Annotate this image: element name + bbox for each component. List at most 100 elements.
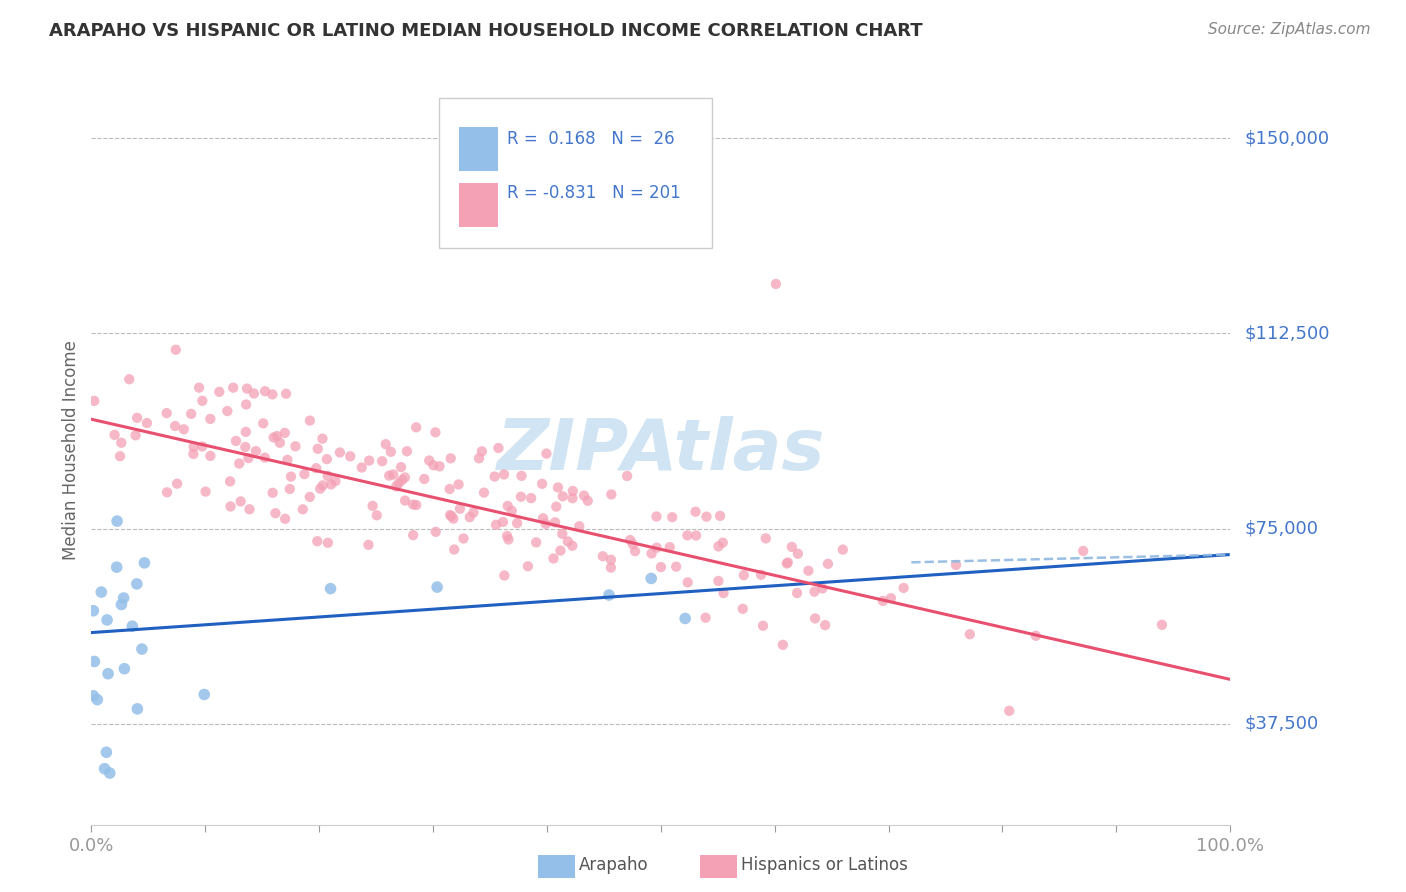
Text: Hispanics or Latinos: Hispanics or Latinos bbox=[741, 856, 908, 874]
Point bbox=[127, 410, 149, 425]
Point bbox=[394, 470, 416, 484]
Point bbox=[624, 544, 647, 558]
Point bbox=[640, 547, 662, 561]
Point bbox=[439, 482, 461, 496]
Point bbox=[173, 422, 195, 436]
Point bbox=[188, 381, 211, 395]
Point bbox=[121, 619, 143, 633]
Text: Source: ZipAtlas.com: Source: ZipAtlas.com bbox=[1208, 22, 1371, 37]
Point bbox=[561, 539, 583, 553]
Point bbox=[98, 766, 121, 780]
Point bbox=[262, 485, 284, 500]
Text: R = -0.831   N = 201: R = -0.831 N = 201 bbox=[508, 184, 681, 202]
Point bbox=[447, 477, 470, 491]
Point bbox=[245, 444, 267, 458]
Point bbox=[291, 502, 314, 516]
Point bbox=[814, 618, 837, 632]
Point bbox=[292, 467, 315, 481]
Point bbox=[405, 498, 427, 512]
Point bbox=[817, 557, 839, 571]
Y-axis label: Median Household Income: Median Household Income bbox=[62, 341, 80, 560]
Point bbox=[551, 526, 574, 541]
Point bbox=[695, 509, 717, 524]
Point bbox=[394, 493, 416, 508]
Point bbox=[547, 480, 569, 494]
Text: $75,000: $75,000 bbox=[1244, 519, 1319, 538]
Point bbox=[82, 604, 104, 618]
Point bbox=[238, 502, 260, 516]
Point bbox=[316, 535, 339, 549]
Point bbox=[599, 560, 621, 574]
Point bbox=[749, 567, 772, 582]
Point bbox=[183, 440, 205, 454]
Point bbox=[402, 528, 425, 542]
Point bbox=[492, 515, 515, 529]
Point bbox=[440, 509, 463, 524]
Point bbox=[797, 564, 820, 578]
Point bbox=[658, 540, 681, 554]
Point bbox=[661, 510, 683, 524]
Point bbox=[276, 452, 298, 467]
Point bbox=[439, 508, 461, 522]
Point bbox=[425, 524, 447, 539]
Point bbox=[501, 504, 523, 518]
Point bbox=[551, 489, 574, 503]
Point bbox=[707, 540, 730, 554]
Point bbox=[395, 444, 418, 458]
Point bbox=[945, 558, 967, 572]
Point bbox=[440, 451, 463, 466]
Point bbox=[83, 655, 105, 669]
Point bbox=[127, 702, 149, 716]
Point bbox=[83, 393, 105, 408]
Point bbox=[262, 387, 284, 401]
Point bbox=[731, 602, 754, 616]
Point bbox=[329, 445, 352, 459]
Point bbox=[233, 440, 256, 454]
Point bbox=[600, 553, 623, 567]
Point bbox=[156, 485, 179, 500]
Point bbox=[402, 498, 425, 512]
Point bbox=[422, 458, 444, 473]
Point bbox=[194, 484, 217, 499]
Point bbox=[468, 451, 491, 466]
Point bbox=[269, 435, 291, 450]
Point bbox=[755, 532, 778, 546]
Point bbox=[426, 580, 449, 594]
Point bbox=[516, 559, 538, 574]
Point bbox=[309, 482, 332, 496]
Point bbox=[253, 450, 276, 465]
Point bbox=[676, 575, 699, 590]
Point bbox=[385, 479, 408, 493]
Point bbox=[312, 478, 335, 492]
Point bbox=[236, 382, 259, 396]
Point bbox=[685, 505, 707, 519]
Point bbox=[105, 514, 128, 528]
Point bbox=[472, 485, 495, 500]
Point bbox=[90, 585, 112, 599]
Point bbox=[339, 450, 361, 464]
Point bbox=[429, 459, 451, 474]
FancyBboxPatch shape bbox=[460, 127, 498, 171]
Point bbox=[264, 506, 287, 520]
Point bbox=[191, 440, 214, 454]
Point bbox=[804, 611, 827, 625]
Point bbox=[193, 688, 215, 702]
Point bbox=[183, 447, 205, 461]
Point bbox=[650, 560, 672, 574]
Point bbox=[278, 482, 301, 496]
Point bbox=[93, 762, 115, 776]
Point bbox=[557, 534, 579, 549]
Point bbox=[531, 511, 554, 525]
Point bbox=[219, 500, 242, 514]
Point bbox=[496, 529, 519, 543]
Point bbox=[531, 476, 554, 491]
Point bbox=[235, 397, 257, 411]
Point bbox=[449, 501, 471, 516]
Point bbox=[274, 425, 297, 440]
Point bbox=[391, 473, 413, 487]
Point bbox=[665, 559, 688, 574]
Point bbox=[568, 519, 591, 533]
Point bbox=[485, 517, 508, 532]
Point bbox=[713, 586, 735, 600]
Point bbox=[484, 469, 506, 483]
